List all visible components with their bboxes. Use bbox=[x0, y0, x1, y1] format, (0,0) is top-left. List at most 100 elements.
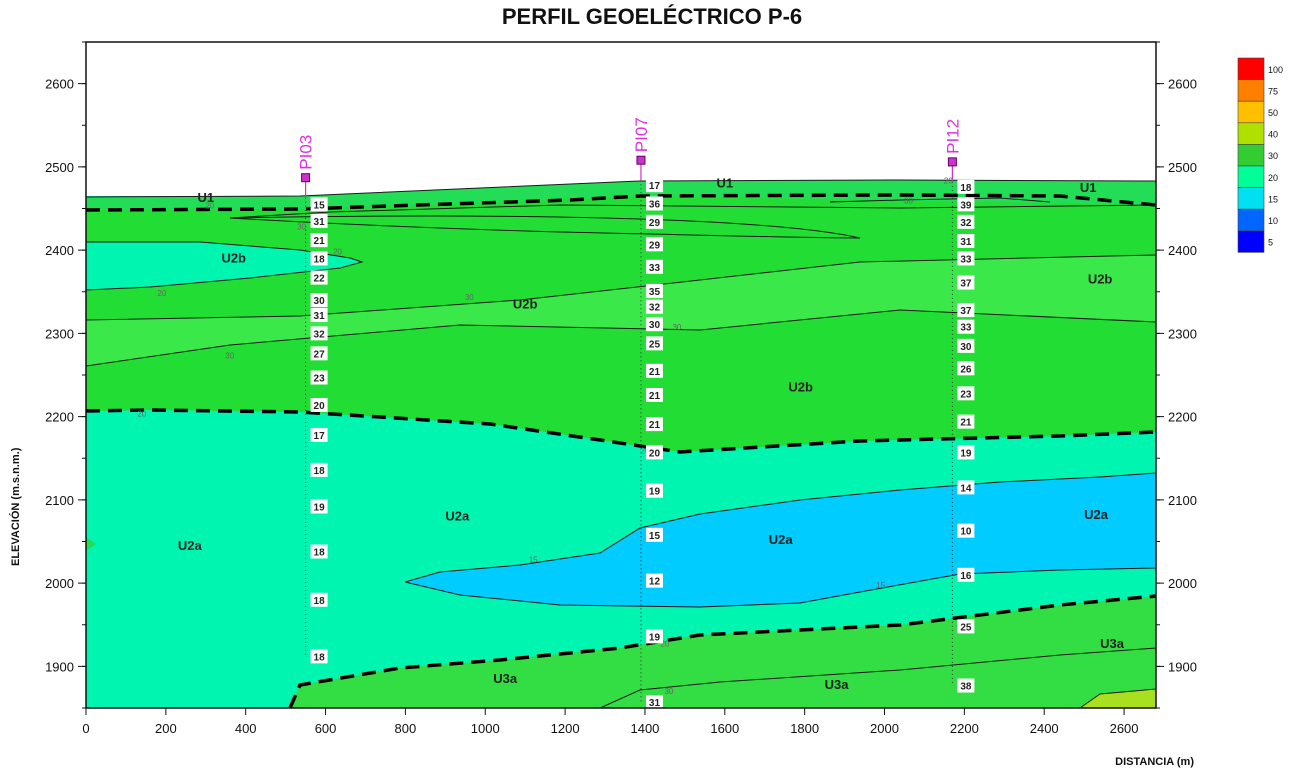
reading-box bbox=[957, 214, 975, 229]
sounding-marker bbox=[636, 155, 646, 165]
zone-label: U1 bbox=[716, 176, 733, 191]
contour-value-label: 30 bbox=[225, 351, 234, 360]
sounding-label: PI12 bbox=[943, 119, 962, 154]
resistivity-value: 19 bbox=[314, 503, 326, 514]
colorbar-swatch bbox=[1237, 165, 1265, 188]
resistivity-value: 25 bbox=[960, 622, 972, 633]
contour-line bbox=[404, 567, 1157, 608]
reading-box bbox=[645, 336, 663, 351]
contour-value-label: 20 bbox=[205, 202, 214, 211]
reading-box bbox=[645, 317, 663, 332]
contour-value-label: 20 bbox=[660, 639, 669, 648]
resistivity-value: 31 bbox=[314, 217, 326, 228]
resistivity-value: 23 bbox=[314, 373, 326, 384]
reading-box bbox=[645, 527, 663, 542]
reading-box bbox=[645, 695, 663, 710]
resistivity-value: 37 bbox=[960, 279, 972, 290]
x-tick-label: 200 bbox=[155, 721, 177, 736]
reading-box bbox=[310, 499, 328, 514]
resistivity-value: 20 bbox=[314, 401, 326, 412]
resistivity-value: 33 bbox=[960, 323, 972, 334]
resistivity-value: 19 bbox=[649, 632, 661, 643]
zone-label: U3a bbox=[493, 671, 518, 686]
reading-box bbox=[645, 196, 663, 211]
reading-box bbox=[645, 214, 663, 229]
contour-value-label: 20 bbox=[333, 247, 342, 256]
reading-box bbox=[310, 649, 328, 664]
colorbar-label: 15 bbox=[1268, 194, 1278, 204]
contour-line bbox=[229, 204, 1157, 219]
resistivity-value: 33 bbox=[649, 263, 661, 274]
resistivity-value: 25 bbox=[649, 339, 661, 350]
sounding-label: PI07 bbox=[632, 117, 651, 152]
resistivity-value: 12 bbox=[649, 577, 661, 588]
colorbar-label: 10 bbox=[1268, 216, 1278, 226]
contour-line bbox=[85, 254, 1157, 321]
zone-labels: U1 U1 U1 U2b U2b U2b U2b U2a U2a U2a U2a U3a U3a U3a bbox=[178, 176, 1125, 692]
colorbar-swatch bbox=[1237, 230, 1265, 253]
x-tick-label: 1400 bbox=[630, 721, 659, 736]
resistivity-value: 10 bbox=[960, 527, 972, 538]
colorbar-swatch bbox=[1237, 187, 1265, 210]
colorbar-label: 50 bbox=[1268, 108, 1278, 118]
contour-lines bbox=[85, 179, 1157, 709]
resistivity-value: 19 bbox=[960, 448, 972, 459]
reading-box bbox=[645, 483, 663, 498]
zone-label: U2b bbox=[221, 251, 246, 266]
reading-box bbox=[957, 251, 975, 266]
reading-box bbox=[957, 619, 975, 634]
reading-box bbox=[645, 259, 663, 274]
y-axis-ticks: 1900 1900 2000 2000 2100 2100 2200 2200 2300 2300… bbox=[45, 41, 1197, 709]
reading-box bbox=[310, 462, 328, 477]
resistivity-value: 18 bbox=[314, 652, 326, 663]
reading-box bbox=[310, 397, 328, 412]
sky-region bbox=[86, 42, 1156, 196]
resistivity-value: 32 bbox=[314, 329, 326, 340]
y-tick-label-right: 2200 bbox=[1168, 410, 1197, 425]
resistivity-value: 19 bbox=[649, 487, 661, 498]
zone-label: U1 bbox=[197, 190, 214, 205]
zone-label: U2b bbox=[1088, 271, 1113, 286]
reading-box bbox=[957, 197, 975, 212]
x-axis-ticks: 0 200 400 600 800 1000 1200 1400 1600 1800 2000 220… bbox=[82, 708, 1139, 736]
resistivity-value: 18 bbox=[314, 596, 326, 607]
reading-box bbox=[957, 179, 975, 194]
zone-label: U2a bbox=[178, 538, 203, 553]
resistivity-value: 18 bbox=[314, 254, 326, 265]
zone-u2a-upper-lens bbox=[86, 242, 362, 290]
reading-box bbox=[310, 197, 328, 212]
resistivity-value: 18 bbox=[314, 466, 326, 477]
contour-value-label: 20 bbox=[137, 410, 146, 419]
boundary-u2b-u2a bbox=[85, 408, 1157, 454]
resistivity-value: 30 bbox=[649, 320, 661, 331]
resistivity-value: 30 bbox=[314, 296, 326, 307]
reading-box bbox=[957, 523, 975, 538]
colorbar-label: 30 bbox=[1268, 151, 1278, 161]
resistivity-value: 31 bbox=[314, 311, 326, 322]
colorbar-label: 100 bbox=[1268, 65, 1283, 75]
resistivity-value: 22 bbox=[314, 274, 326, 285]
sounding-marker bbox=[301, 173, 311, 183]
resistivity-value: 39 bbox=[960, 200, 972, 211]
contour-value-label: 15 bbox=[529, 555, 538, 564]
plot-area bbox=[86, 42, 1156, 708]
contour-line bbox=[229, 215, 861, 239]
resistivity-value: 38 bbox=[960, 682, 972, 693]
reading-box bbox=[310, 233, 328, 248]
resistivity-value: 16 bbox=[960, 571, 972, 582]
zone-label: U2b bbox=[788, 380, 813, 395]
x-tick-label: 2600 bbox=[1110, 721, 1139, 736]
reading-box bbox=[310, 293, 328, 308]
contour-value-label: 15 bbox=[876, 581, 885, 590]
contour-line bbox=[404, 472, 1157, 583]
reading-box bbox=[957, 445, 975, 460]
reading-box bbox=[957, 319, 975, 334]
y-tick-label: 2000 bbox=[45, 576, 74, 591]
resistivity-value: 18 bbox=[960, 183, 972, 194]
zone-label: U2a bbox=[769, 532, 794, 547]
colorbar-swatch bbox=[1237, 57, 1265, 80]
y-tick-label-right: 2600 bbox=[1168, 77, 1197, 92]
resistivity-value: 32 bbox=[960, 218, 972, 229]
x-tick-label: 2400 bbox=[1030, 721, 1059, 736]
resistivity-value: 14 bbox=[960, 483, 972, 494]
